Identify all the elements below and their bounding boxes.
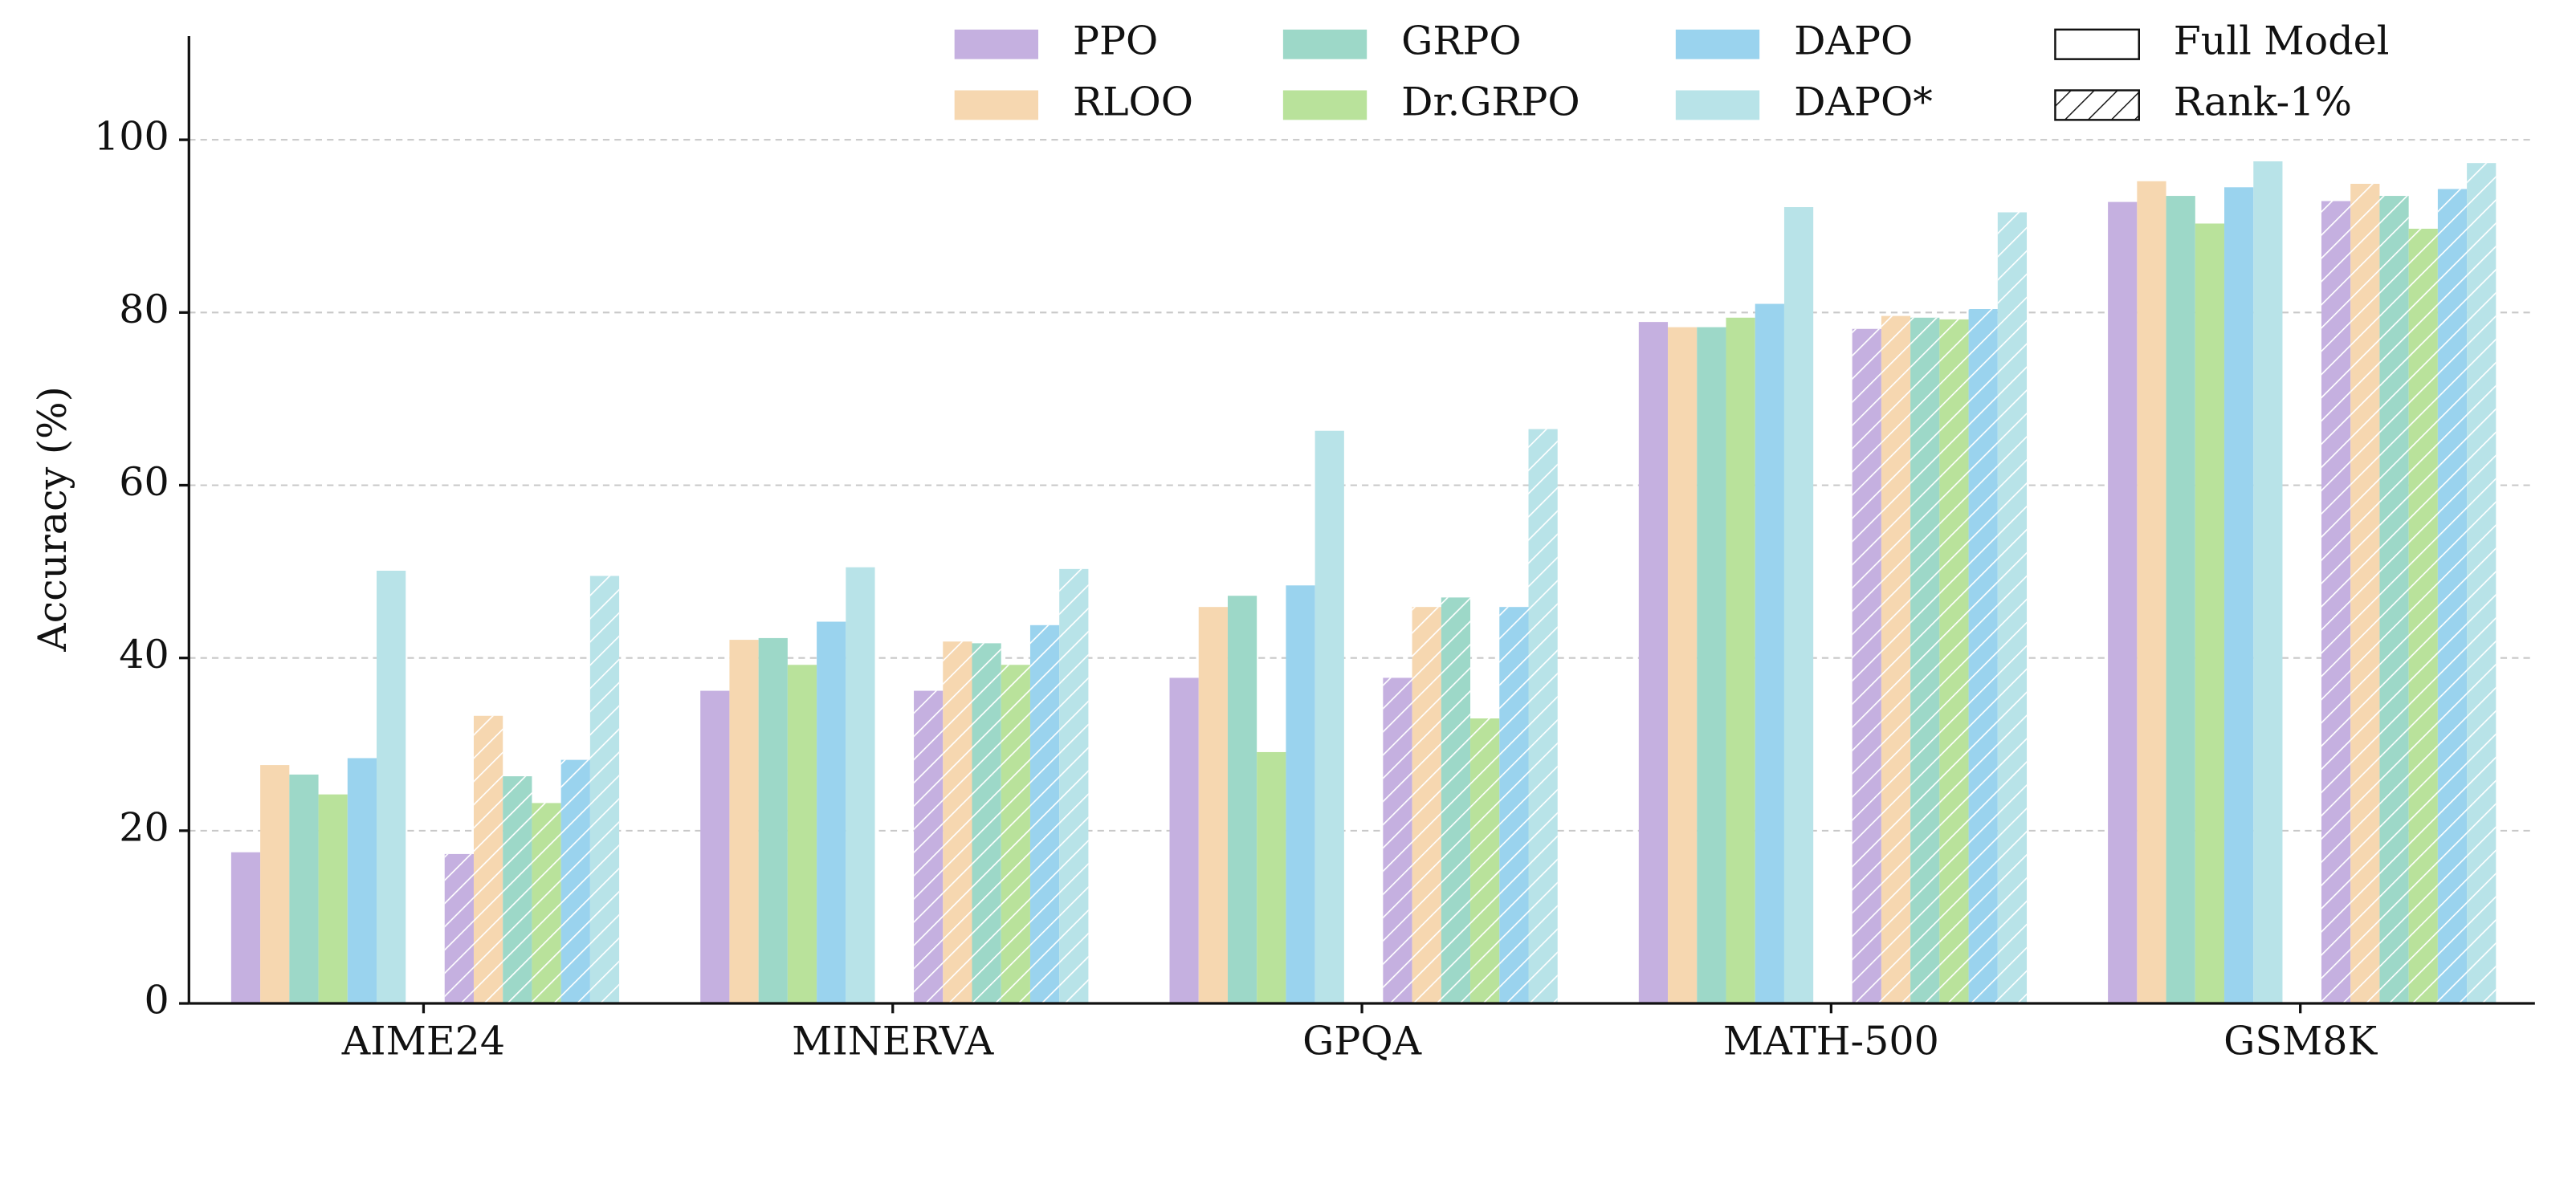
bar-hatch <box>2379 196 2409 1004</box>
bar-hatch <box>503 776 532 1004</box>
bar-hatch <box>2321 201 2351 1004</box>
bar-hatch <box>1997 212 2028 1004</box>
legend-swatch <box>2054 89 2141 121</box>
bar <box>347 758 377 1004</box>
bar <box>260 765 290 1004</box>
bar <box>2195 223 2225 1004</box>
bar <box>1668 327 1698 1004</box>
bar <box>1638 322 1669 1004</box>
bar <box>2253 161 2283 1004</box>
legend-swatch <box>1282 29 1367 59</box>
bar <box>1726 317 1755 1004</box>
x-tick-label: MATH-500 <box>1723 1018 1939 1064</box>
bar <box>2137 181 2166 1004</box>
bar <box>758 637 788 1004</box>
bar-hatch <box>1939 319 1969 1004</box>
bar-hatch <box>972 643 1001 1004</box>
bar-hatch <box>1910 317 1940 1004</box>
bar <box>1697 327 1726 1004</box>
legend-label: PPO <box>1073 18 1158 64</box>
legend-swatch <box>2054 28 2141 60</box>
bar-hatch <box>1001 665 1030 1004</box>
bar <box>1314 430 1344 1004</box>
y-tick-label: 80 <box>119 286 169 332</box>
bar <box>230 852 261 1004</box>
bar-hatch <box>589 576 620 1004</box>
legend-label: Dr.GRPO <box>1401 78 1580 124</box>
y-axis-label: Accuracy (%) <box>29 386 75 653</box>
bar <box>1286 585 1315 1004</box>
bar-hatch <box>1968 309 1998 1004</box>
bar-hatch <box>1470 718 1500 1004</box>
bar-hatch <box>914 690 944 1004</box>
bar <box>1783 207 1814 1004</box>
legend-swatch <box>1675 29 1760 59</box>
x-tick-label: GSM8K <box>2223 1018 2378 1064</box>
bar-hatch <box>1499 607 1529 1004</box>
bar <box>318 794 348 1004</box>
legend-label: Full Model <box>2174 18 2390 64</box>
bar-hatch <box>1852 328 1881 1004</box>
x-tick-label: AIME24 <box>341 1018 505 1064</box>
bar-hatch <box>473 715 503 1004</box>
legend-label: GRPO <box>1401 18 1521 64</box>
bar-hatch <box>560 759 590 1004</box>
bar-hatch <box>2350 183 2380 1004</box>
bar <box>289 774 319 1004</box>
bar <box>2224 187 2254 1004</box>
y-tick-label: 20 <box>119 804 169 850</box>
bar <box>1198 607 1228 1004</box>
legend-label: DAPO <box>1794 18 1913 64</box>
bar <box>729 640 759 1004</box>
bar <box>846 567 875 1004</box>
bar-hatch <box>1383 677 1412 1004</box>
bar-hatch <box>532 803 561 1004</box>
bar <box>1755 303 1784 1004</box>
bar <box>2166 196 2195 1004</box>
x-tick-label: GPQA <box>1302 1018 1421 1064</box>
legend-swatch <box>1282 90 1367 120</box>
bar-hatch <box>1059 568 1089 1004</box>
bar <box>1257 751 1286 1004</box>
bar-hatch <box>1528 429 1558 1004</box>
y-tick-label: 100 <box>94 113 169 160</box>
legend-label: RLOO <box>1073 78 1193 124</box>
bar-hatch <box>2437 189 2468 1004</box>
bar <box>1227 596 1257 1004</box>
bar <box>817 621 846 1004</box>
bar-hatch <box>1029 625 1060 1004</box>
bar-hatch <box>1441 597 1471 1004</box>
bar <box>1169 677 1199 1004</box>
bar-hatch <box>2467 163 2497 1004</box>
bar-hatch <box>1881 315 1911 1004</box>
bar <box>377 571 406 1004</box>
bar <box>2108 201 2138 1004</box>
legend-label: DAPO* <box>1794 78 1933 124</box>
bar <box>700 690 730 1004</box>
bar-hatch <box>943 641 972 1004</box>
legend-swatch <box>1675 90 1760 120</box>
legend-label: Rank-1% <box>2174 78 2352 124</box>
y-tick-label: 40 <box>119 631 169 677</box>
bar-hatch <box>2408 228 2438 1004</box>
bar-hatch <box>444 853 474 1004</box>
y-tick-label: 0 <box>144 977 169 1023</box>
legend-swatch <box>954 29 1039 59</box>
bar-hatch <box>1412 607 1441 1004</box>
x-tick-label: MINERVA <box>792 1018 994 1064</box>
legend-swatch <box>954 90 1039 120</box>
bar <box>787 665 817 1004</box>
y-tick-label: 60 <box>119 458 169 505</box>
